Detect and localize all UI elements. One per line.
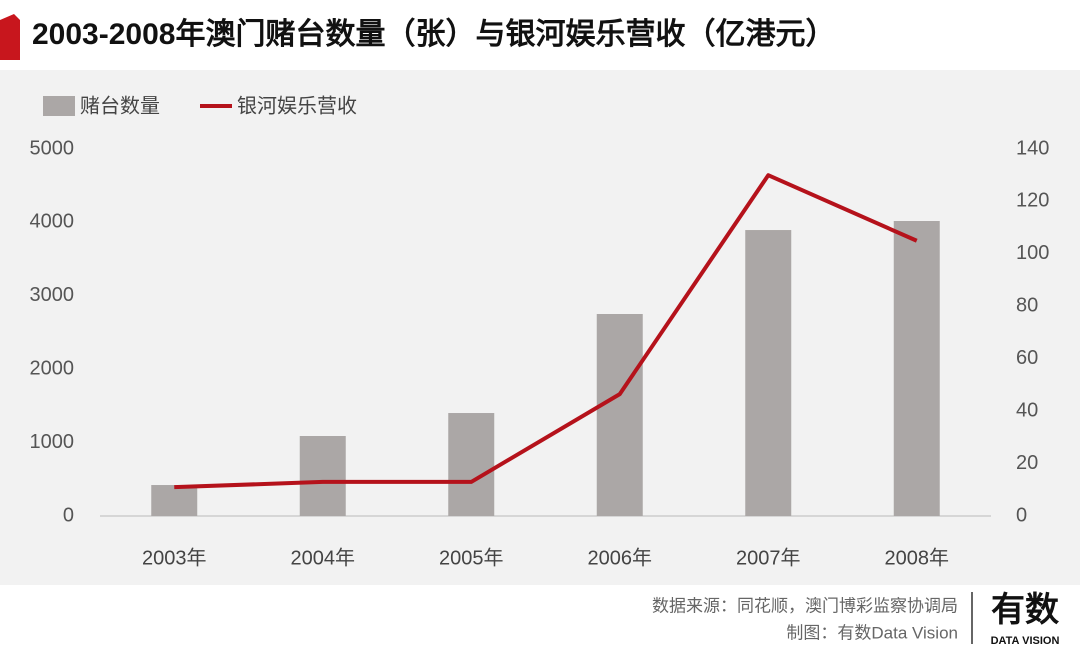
y2-tick-label: 80 xyxy=(1016,295,1038,317)
title-accent xyxy=(0,14,20,60)
y-tick-label: 4000 xyxy=(30,211,75,233)
legend-label: 赌台数量 xyxy=(80,94,160,117)
y2-tick-label: 20 xyxy=(1016,452,1038,474)
x-tick-label: 2004年 xyxy=(291,546,356,569)
y-tick-label: 0 xyxy=(63,504,74,526)
line xyxy=(174,173,918,490)
x-tick-label: 2003年 xyxy=(142,546,207,569)
bar xyxy=(893,221,940,516)
y2-tick-label: 100 xyxy=(1016,242,1049,264)
legend-swatch xyxy=(43,96,75,116)
source: 数据来源：同花顺，澳门博彩监察协调局 xyxy=(652,596,958,615)
x-tick-label: 2008年 xyxy=(885,546,950,569)
logo-sub: DATA VISION xyxy=(991,635,1060,647)
y-tick-label: 2000 xyxy=(30,357,75,379)
y-tick-label: 5000 xyxy=(30,137,75,159)
x-tick-label: 2006年 xyxy=(588,546,653,569)
legend-label: 银河娱乐营收 xyxy=(237,94,357,117)
bar xyxy=(745,230,792,516)
y2-tick-label: 120 xyxy=(1016,190,1049,212)
credit: 制图：有数Data Vision xyxy=(786,623,958,642)
y2-tick-label: 0 xyxy=(1016,504,1027,526)
y2-tick-label: 60 xyxy=(1016,347,1038,369)
logo: 有数 xyxy=(991,591,1059,629)
y-tick-label: 1000 xyxy=(30,431,75,453)
bar xyxy=(448,413,495,516)
x-tick-label: 2005年 xyxy=(439,546,504,569)
y2-tick-label: 40 xyxy=(1016,399,1038,421)
bar xyxy=(596,314,643,516)
y-tick-label: 3000 xyxy=(30,284,75,306)
bar xyxy=(151,485,198,516)
chart-title: 2003-2008年澳门赌台数量（张）与银河娱乐营收（亿港元） xyxy=(32,17,835,51)
x-tick-label: 2007年 xyxy=(736,546,801,569)
bar xyxy=(299,435,346,516)
y2-tick-label: 140 xyxy=(1016,137,1049,159)
